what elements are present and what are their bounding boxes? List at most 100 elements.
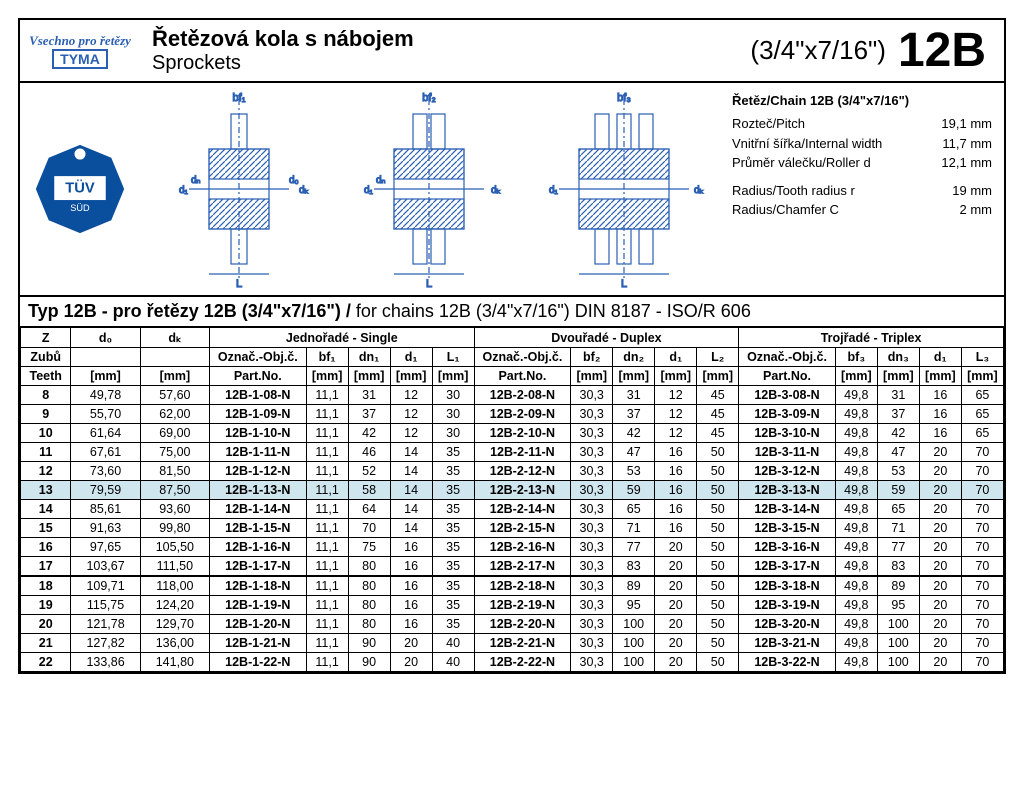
cell: 12B-1-16-N <box>210 538 307 557</box>
cell: 8 <box>21 386 71 405</box>
cell: 12B-2-11-N <box>474 443 571 462</box>
cell: 11,1 <box>306 634 348 653</box>
cell: 11,1 <box>306 462 348 481</box>
cell: 11,1 <box>306 424 348 443</box>
cell: 12B-2-17-N <box>474 557 571 577</box>
cell: 12B-2-16-N <box>474 538 571 557</box>
cell: 90 <box>348 634 390 653</box>
cell: 49,8 <box>835 500 877 519</box>
cell: 30 <box>432 424 474 443</box>
cell: 31 <box>613 386 655 405</box>
col-d0: d₀ <box>71 328 140 348</box>
header-right: (3/4"x7/16") 12B <box>750 20 1004 81</box>
cell: 70 <box>961 615 1003 634</box>
cell: 49,8 <box>835 519 877 538</box>
cell: 105,50 <box>140 538 209 557</box>
brand-script: Vsechno pro řetězy <box>29 33 131 49</box>
cell: 16 <box>21 538 71 557</box>
table-row: 1379,5987,5012B-1-13-N11,158143512B-2-13… <box>21 481 1004 500</box>
cell: 45 <box>697 386 739 405</box>
svg-text:bf₃: bf₃ <box>617 92 631 104</box>
cell: 15 <box>21 519 71 538</box>
table-row: 22133,86141,8012B-1-22-N11,190204012B-2-… <box>21 653 1004 672</box>
cell: 35 <box>432 538 474 557</box>
cell: 16 <box>390 596 432 615</box>
cell: 18 <box>21 576 71 596</box>
cell: 77 <box>877 538 919 557</box>
dimension-text: (3/4"x7/16") <box>750 35 886 66</box>
cell: 12B-3-18-N <box>739 576 836 596</box>
typbar-bold: Typ 12B - pro řetězy 12B (3/4"x7/16") / <box>28 301 351 321</box>
cell: 20 <box>919 634 961 653</box>
cell: 49,78 <box>71 386 140 405</box>
title-cz: Řetězová kola s nábojem <box>152 26 738 52</box>
spec-title: Řetěz/Chain 12B (3/4"x7/16") <box>732 93 992 108</box>
cell: 67,61 <box>71 443 140 462</box>
cell: 49,8 <box>835 576 877 596</box>
cell: 12B-3-22-N <box>739 653 836 672</box>
cell: 89 <box>613 576 655 596</box>
cell: 20 <box>919 576 961 596</box>
cell: 100 <box>877 653 919 672</box>
col-z: Z <box>21 328 71 348</box>
cell: 64 <box>348 500 390 519</box>
cell: 30,3 <box>571 462 613 481</box>
cell: 16 <box>390 576 432 596</box>
cell: 12B-2-08-N <box>474 386 571 405</box>
cell: 35 <box>432 576 474 596</box>
cell: 12B-2-13-N <box>474 481 571 500</box>
cell: 121,78 <box>71 615 140 634</box>
bf1-label: bf₁ <box>233 92 246 104</box>
cell: 70 <box>348 519 390 538</box>
cell: 83 <box>877 557 919 577</box>
spec-row: Průměr válečku/Roller d12,1 mm <box>732 153 992 173</box>
cell: 49,8 <box>835 653 877 672</box>
cell: 12 <box>655 386 697 405</box>
cell: 12B-2-18-N <box>474 576 571 596</box>
typbar-rest: for chains 12B (3/4"x7/16") DIN 8187 - I… <box>351 301 751 321</box>
cell: 30,3 <box>571 424 613 443</box>
cell: 53 <box>877 462 919 481</box>
cell: 12B-1-10-N <box>210 424 307 443</box>
table-row: 1697,65105,5012B-1-16-N11,175163512B-2-1… <box>21 538 1004 557</box>
cell: 53 <box>613 462 655 481</box>
cell: 20 <box>655 538 697 557</box>
cell: 31 <box>348 386 390 405</box>
cell: 14 <box>390 500 432 519</box>
cell: 20 <box>919 500 961 519</box>
cell: 100 <box>613 615 655 634</box>
cell: 50 <box>697 596 739 615</box>
cell: 42 <box>348 424 390 443</box>
cell: 35 <box>432 500 474 519</box>
cell: 14 <box>390 519 432 538</box>
cell: 12B-2-22-N <box>474 653 571 672</box>
cell: 12B-1-17-N <box>210 557 307 577</box>
table-body: 849,7857,6012B-1-08-N11,131123012B-2-08-… <box>21 386 1004 672</box>
table-head: Z d₀ dₖ Jednořadé - Single Dvouřadé - Du… <box>21 328 1004 386</box>
cell: 30 <box>432 386 474 405</box>
cell: 37 <box>877 405 919 424</box>
cell: 30,3 <box>571 576 613 596</box>
cell: 12B-1-08-N <box>210 386 307 405</box>
cell: 49,8 <box>835 481 877 500</box>
table-row: 21127,82136,0012B-1-21-N11,190204012B-2-… <box>21 634 1004 653</box>
cell: 52 <box>348 462 390 481</box>
svg-text:d₁: d₁ <box>364 185 374 196</box>
brand-logo: Vsechno pro řetězy TYMA <box>20 20 140 81</box>
product-code: 12B <box>898 23 986 78</box>
cell: 16 <box>655 443 697 462</box>
midrow: TÜV SÜD bf₁ d₁ dₙ dₖ <box>20 83 1004 297</box>
cell: 12 <box>390 386 432 405</box>
cell: 65 <box>613 500 655 519</box>
cell: 12B-1-19-N <box>210 596 307 615</box>
cell: 12B-1-20-N <box>210 615 307 634</box>
cell: 49,8 <box>835 596 877 615</box>
drawing-triplex-icon: bf₃ d₁ dₖ L <box>539 89 709 289</box>
cell: 50 <box>697 576 739 596</box>
cell: 20 <box>390 653 432 672</box>
cell: 16 <box>655 481 697 500</box>
cell: 46 <box>348 443 390 462</box>
cell: 37 <box>613 405 655 424</box>
svg-text:dₖ: dₖ <box>491 185 501 196</box>
cell: 12 <box>21 462 71 481</box>
